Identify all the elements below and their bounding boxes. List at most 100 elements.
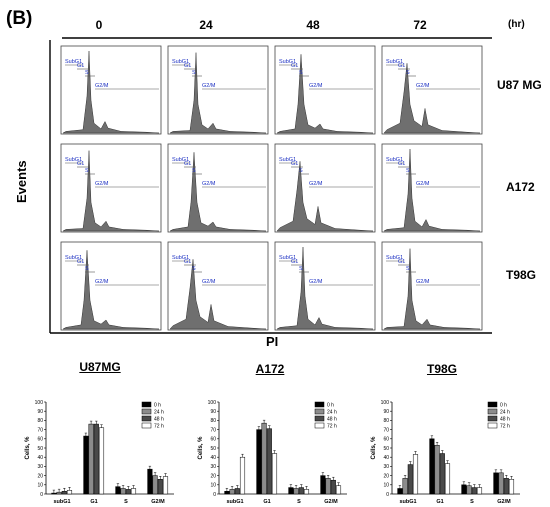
legend-swatch — [314, 401, 325, 408]
histogram-frame — [167, 241, 269, 331]
x-tick-label: G2/M — [151, 499, 165, 505]
y-tick-label: 90 — [210, 409, 216, 415]
gate-label: G2/M — [416, 83, 430, 89]
gate-label: SubG1 — [172, 255, 189, 261]
bar — [83, 435, 89, 495]
bar — [162, 476, 169, 495]
y-tick-label: 30 — [210, 464, 216, 470]
y-tick-label: 30 — [383, 464, 389, 470]
gate-label: S — [299, 266, 303, 272]
gate-label: G1 — [291, 63, 298, 69]
y-tick-label: 0 — [386, 492, 389, 498]
panel-label: (B) — [6, 8, 33, 29]
y-tick-label: 100 — [208, 400, 217, 406]
y-tick-label: 30 — [37, 464, 43, 470]
legend-swatch — [141, 401, 152, 408]
gate-label: S — [192, 70, 196, 76]
legend-label: 0 h — [500, 403, 507, 409]
gate-label: SubG1 — [386, 157, 403, 163]
time-label-72: 72 — [413, 18, 427, 32]
histogram-curve — [169, 52, 267, 134]
bar — [93, 423, 99, 495]
time-unit-label: (hr) — [508, 19, 525, 30]
legend-swatch — [314, 415, 325, 422]
gate-label: SubG1 — [172, 59, 189, 65]
gate-label: S — [406, 168, 410, 174]
y-tick-label: 0 — [40, 492, 43, 498]
time-label-48: 48 — [306, 18, 320, 32]
y-axis-title: Cells, % — [198, 436, 204, 460]
bar — [429, 438, 435, 495]
bar — [402, 478, 408, 495]
gate-label: G1 — [77, 63, 84, 69]
bar — [261, 422, 267, 495]
gate-label: G2/M — [309, 181, 323, 187]
legend-swatch — [314, 422, 325, 429]
legend-label: 48 h — [500, 417, 510, 423]
gate-label: SubG1 — [386, 59, 403, 65]
bar — [271, 453, 278, 495]
histogram-frame — [381, 45, 483, 135]
bar — [407, 464, 413, 495]
gate-label: SubG1 — [65, 157, 82, 163]
bar-chart-title-t98g: T98G — [426, 362, 457, 376]
bar — [115, 486, 121, 495]
bar — [147, 468, 153, 495]
bar — [298, 487, 304, 495]
bar — [498, 472, 504, 495]
bar — [56, 491, 62, 495]
y-tick-label: 80 — [37, 418, 43, 424]
x-tick-label: subG1 — [226, 499, 243, 505]
gate-label: G2/M — [95, 279, 109, 285]
legend-label: 24 h — [154, 410, 164, 416]
gate-label: S — [299, 168, 303, 174]
y-tick-label: 70 — [37, 427, 43, 433]
gate-label: G2/M — [202, 279, 216, 285]
bar — [508, 479, 515, 495]
y-tick-label: 60 — [383, 437, 389, 443]
gate-label: S — [406, 266, 410, 272]
y-tick-label: 40 — [383, 455, 389, 461]
gate-label: S — [192, 168, 196, 174]
legend-swatch — [487, 415, 498, 422]
gate-label: G1 — [77, 161, 84, 167]
y-tick-label: 100 — [35, 400, 44, 406]
gate-label: SubG1 — [279, 255, 296, 261]
gate-label: S — [85, 266, 89, 272]
bar — [397, 488, 403, 495]
histogram-curve — [383, 248, 481, 330]
y-tick-label: 20 — [37, 473, 43, 479]
gate-label: G2/M — [202, 181, 216, 187]
y-tick-label: 10 — [383, 483, 389, 489]
bar — [444, 463, 451, 495]
legend-swatch — [487, 408, 498, 415]
bar — [234, 488, 240, 495]
gate-label: S — [299, 70, 303, 76]
x-tick-label: G1 — [436, 499, 443, 505]
histogram-curve — [383, 148, 481, 232]
histogram-frame — [60, 241, 162, 331]
x-tick-label: G1 — [90, 499, 97, 505]
x-tick-label: S — [297, 499, 301, 505]
bar — [293, 488, 299, 495]
x-tick-label: G1 — [263, 499, 270, 505]
legend-label: 48 h — [154, 417, 164, 423]
row-label-u87mg: U87 MG — [497, 78, 542, 92]
bar — [335, 485, 342, 495]
bar — [51, 492, 57, 495]
gate-label: SubG1 — [65, 255, 82, 261]
legend-label: 24 h — [327, 410, 337, 416]
bar — [256, 429, 262, 495]
histogram-curve — [276, 246, 374, 330]
bar-chart-a172: 0 10 20 30 40 50 60 70 80 90 100 Cells, % subG1 G1 S G2… — [198, 400, 347, 505]
bar-chart-u87mg: 0 10 20 30 40 50 60 70 80 90 100 Cells, % subG1 G1 S G2… — [25, 400, 174, 505]
histogram-curve — [169, 259, 267, 330]
y-axis-title: Cells, % — [371, 436, 377, 460]
y-tick-label: 90 — [37, 409, 43, 415]
